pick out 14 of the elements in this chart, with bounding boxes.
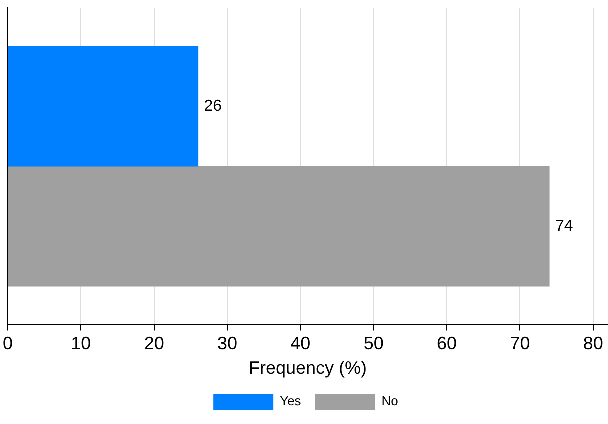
legend-label: No bbox=[382, 394, 398, 409]
legend-label: Yes bbox=[280, 394, 302, 409]
x-tick-label: 50 bbox=[364, 334, 384, 354]
x-tick-label: 30 bbox=[218, 334, 238, 354]
x-tick-label: 80 bbox=[583, 334, 604, 354]
x-tick-label: 10 bbox=[71, 334, 92, 354]
data-label: 26 bbox=[204, 98, 222, 115]
data-label: 74 bbox=[555, 218, 574, 235]
x-tick-label: 60 bbox=[437, 334, 458, 354]
x-tick-label: 0 bbox=[3, 334, 14, 354]
x-tick-label: 40 bbox=[290, 334, 311, 354]
x-tick-label: 70 bbox=[510, 334, 530, 354]
x-axis-title: Frequency (%) bbox=[248, 358, 368, 378]
x-tick-label: 20 bbox=[144, 334, 164, 354]
